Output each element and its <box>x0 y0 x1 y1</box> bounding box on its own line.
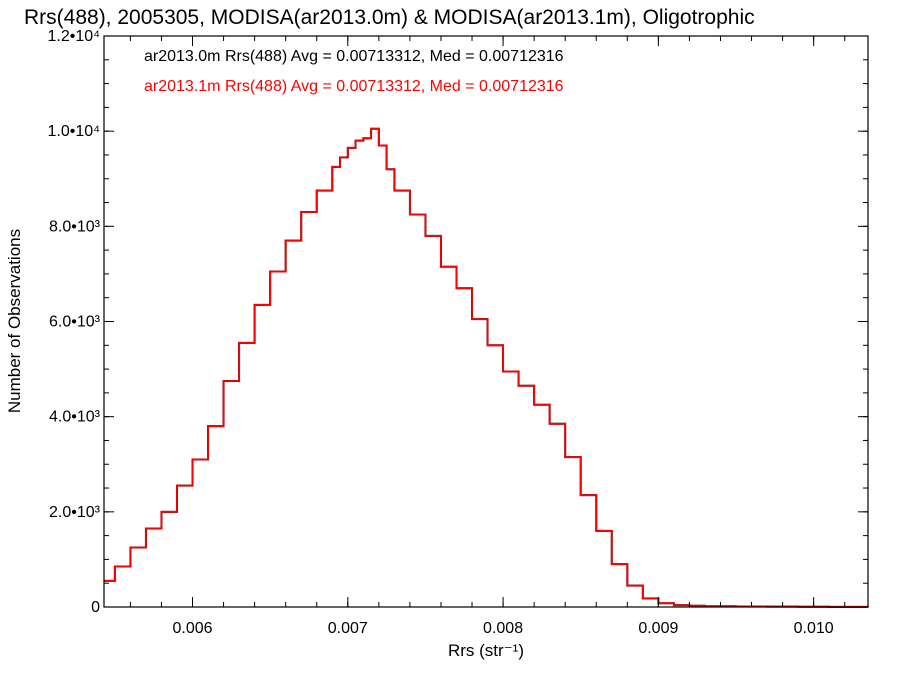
series-line-1 <box>104 127 869 608</box>
x-tick-label: 0.009 <box>638 620 678 637</box>
y-tick-label: 4.0•10³ <box>49 409 101 426</box>
x-tick-label: 0.007 <box>328 620 368 637</box>
chart-title: Rrs(488), 2005305, MODISA(ar2013.0m) & M… <box>24 6 755 29</box>
legend-entry-0: ar2013.0m Rrs(488) Avg = 0.00713312, Med… <box>144 48 564 65</box>
plot-frame <box>103 35 869 608</box>
x-tick-label: 0.010 <box>794 620 834 637</box>
series-layer <box>104 127 869 608</box>
y-tick-label: 6.0•10³ <box>49 314 101 331</box>
y-tick-label: 1.2•10⁴ <box>47 28 100 45</box>
y-tick-label: 2.0•10³ <box>49 504 101 521</box>
x-axis-label: Rrs (str⁻¹) <box>448 641 524 660</box>
y-tick-label: 1.0•10⁴ <box>47 123 100 140</box>
y-tick-label: 0 <box>91 599 100 616</box>
legend-entry-1: ar2013.1m Rrs(488) Avg = 0.00713312, Med… <box>144 78 564 95</box>
tick-layer: 0.006 0.007 0.008 0.009 0.010 0 2.0•10³ 4.0•10³… <box>47 28 868 637</box>
series-line-0 <box>104 127 869 608</box>
y-axis-label: Number of Observations <box>5 229 24 413</box>
y-tick-label: 8.0•10³ <box>49 218 101 235</box>
x-tick-label: 0.006 <box>172 620 212 637</box>
x-tick-label: 0.008 <box>483 620 523 637</box>
